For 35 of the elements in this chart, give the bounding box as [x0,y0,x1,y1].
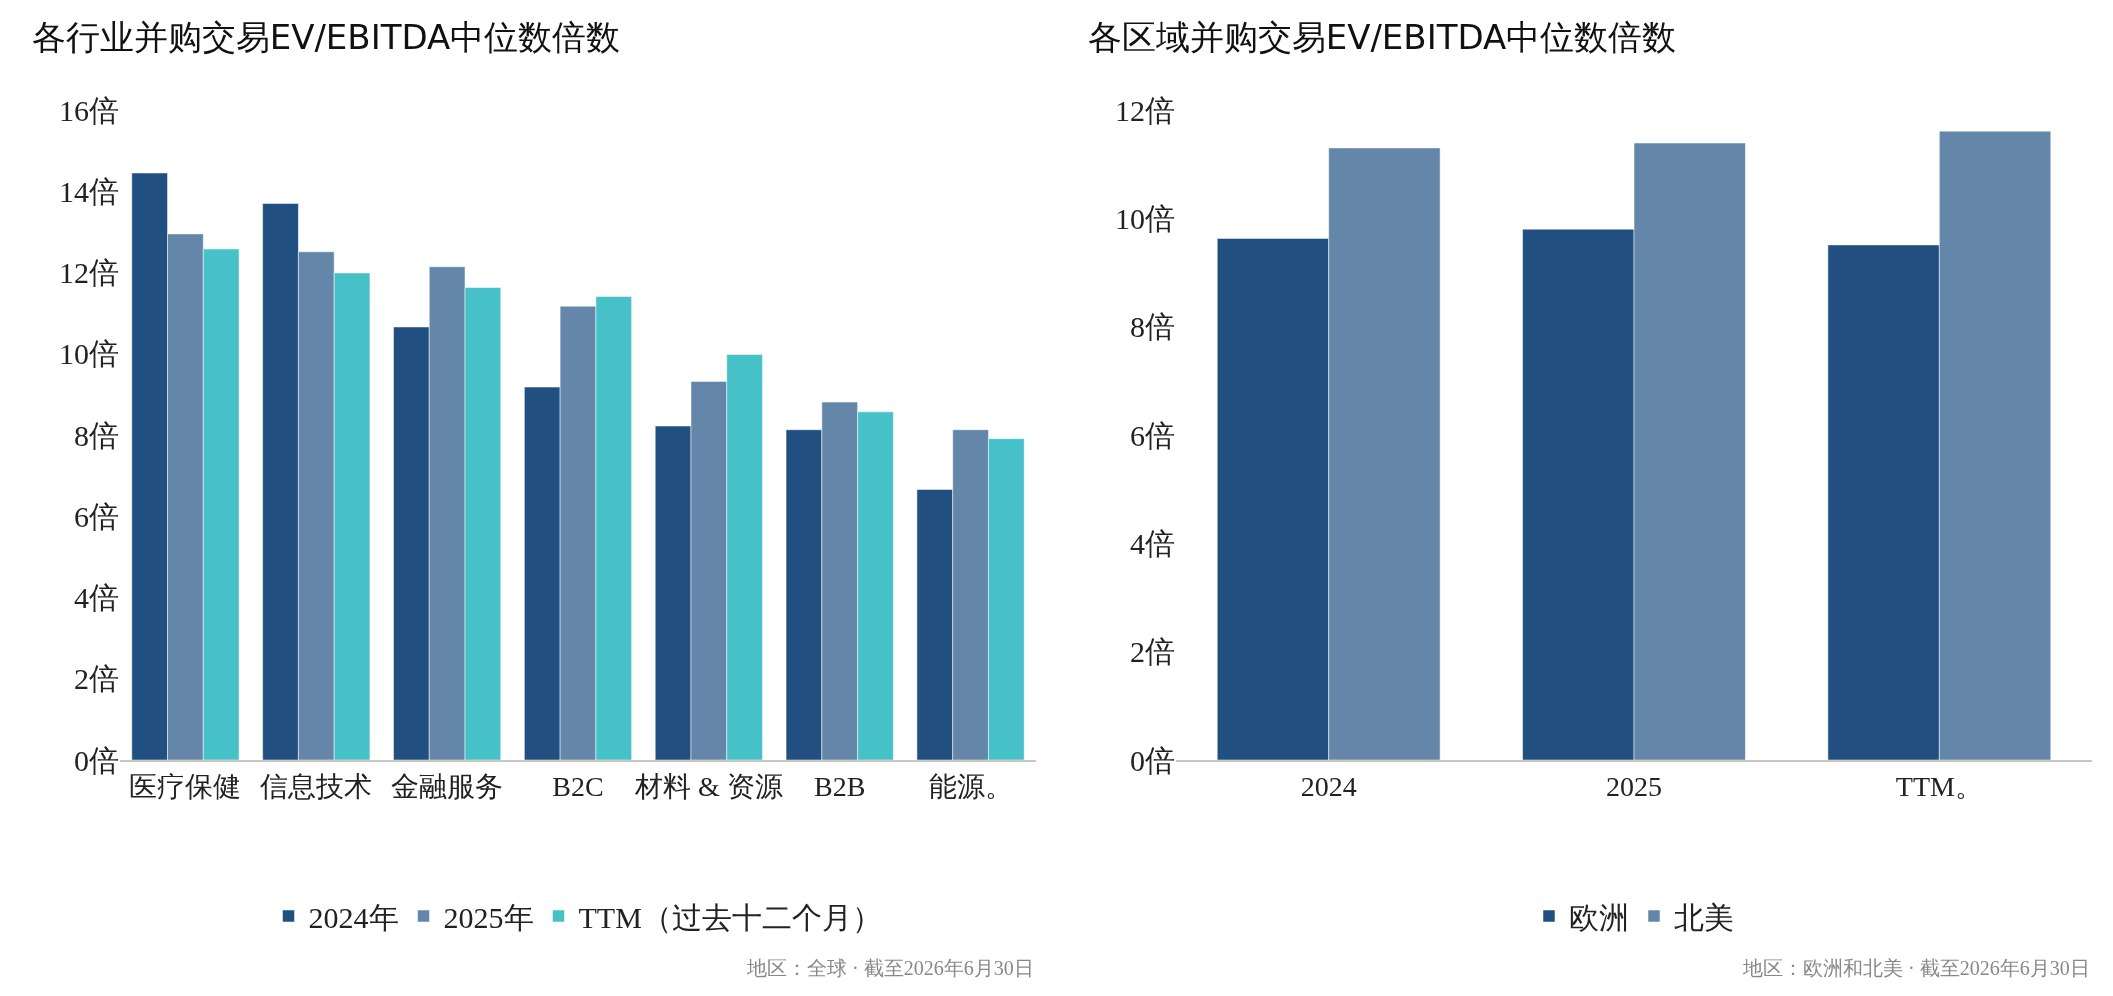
x-tick-label: TTM。 [1895,770,1983,802]
chart-title: 各区域并购交易EV/EBITDA中位数倍数 [1087,16,1677,57]
x-tick-label: 金融服务 [391,770,504,802]
legend-label: TTM（过去十二个月） [578,900,882,934]
y-tick-label: 2倍 [1130,635,1175,669]
y-tick-label: 4倍 [1130,526,1175,560]
y-tick-label: 8倍 [1130,310,1175,344]
legend-label: 2025年 [443,900,534,934]
x-tick-label: 材料 & 资源 [633,770,783,802]
y-tick-label: 0倍 [1130,743,1175,777]
y-tick-label: 6倍 [1130,418,1175,452]
x-tick-label: 2024 [1300,770,1357,802]
x-tick-label: 信息技术 [260,770,373,802]
x-tick-label: B2C [552,770,604,802]
y-tick-label: 0倍 [74,743,119,777]
legend-label: 欧洲 [1569,900,1629,934]
legend-label: 2024年 [308,900,399,934]
text: 地区：欧洲和北美 · 截至2026年6月30日 [1742,957,2090,979]
legend-label: 北美 [1674,900,1734,934]
y-tick-label: 4倍 [74,581,119,614]
x-tick-label: B2B [814,770,866,802]
y-tick-label: 2倍 [74,662,119,696]
y-tick-label: 8倍 [74,418,119,452]
chart-title: 各行业并购交易EV/EBITDA中位数倍数 [31,16,621,57]
y-tick-label: 10倍 [1115,201,1175,235]
x-tick-label: 医疗保健 [129,770,242,802]
y-tick-label: 14倍 [59,174,119,208]
text: 地区：全球 · 截至2026年6月30日 [746,957,1034,979]
x-tick-label: 2025 [1606,770,1662,802]
y-tick-label: 12倍 [1115,93,1175,127]
x-tick-label: 能源。 [928,770,1013,802]
y-tick-label: 6倍 [74,499,119,533]
y-tick-label: 10倍 [59,337,119,371]
y-tick-label: 16倍 [59,93,119,127]
y-tick-label: 12倍 [59,256,119,289]
